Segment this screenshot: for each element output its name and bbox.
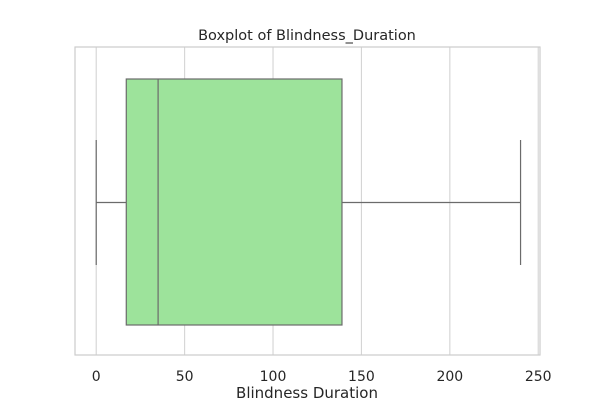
x-tick-label: 150 <box>348 369 375 385</box>
x-tick-label: 100 <box>260 369 287 385</box>
plot-frame <box>74 46 541 356</box>
x-tick-label: 250 <box>525 369 552 385</box>
x-axis-label: Blindness Duration <box>236 384 378 400</box>
interquartile-box <box>125 78 343 326</box>
box-group <box>95 78 522 326</box>
x-tick-label: 50 <box>176 369 194 385</box>
x-tick-label: 200 <box>436 369 463 385</box>
chart-title: Boxplot of Blindness_Duration <box>198 28 416 44</box>
x-tick-labels: 0 50 100 150 200 250 <box>92 369 552 385</box>
x-tick-label: 0 <box>92 369 101 385</box>
